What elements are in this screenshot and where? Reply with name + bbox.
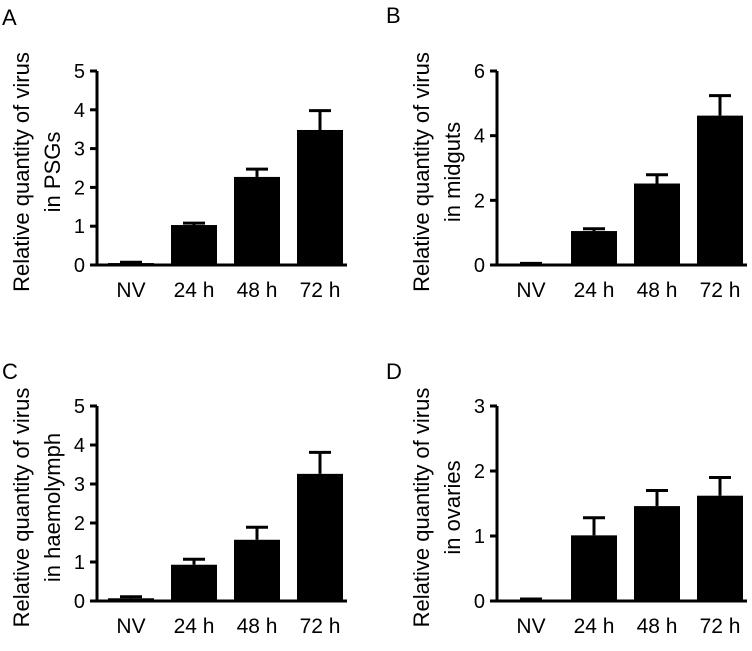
y-tick-label: 2 [74,513,85,535]
bar-72h [697,495,743,601]
x-category-label: NV [116,615,145,638]
x-category-label: 72 h [300,615,341,638]
y-tick-label: 3 [74,474,85,496]
x-category-label: 72 h [700,615,741,638]
bar-72h [297,473,343,601]
bar-72h [697,115,743,266]
panel-c: C Relative quantity of virus in haemolymph… [2,359,347,638]
panel-letter: D [386,359,402,384]
x-category-label: 48 h [237,615,278,638]
x-category-label: NV [516,279,545,302]
x-category-label: 72 h [300,279,341,302]
y-tick-label: 0 [474,255,485,277]
panel-a: A Relative quantity of virus in PSGs 0 1 2 3 4 5… [2,5,347,302]
panel-d: D Relative quantity of virus in ovaries 0 1 2… [386,359,747,638]
y-axis-label-line2: in PSGs [40,132,65,213]
y-tick-label: 0 [474,591,485,613]
y-tick-label: 0 [74,255,85,277]
x-category-label: 24 h [574,279,615,302]
panel-letter: C [2,359,18,384]
bar-24h [571,535,617,601]
x-category-label: 48 h [237,279,278,302]
y-axis-label-line2: in ovaries [440,460,465,554]
y-tick-label: 3 [474,396,485,418]
x-category-label: 48 h [637,279,678,302]
bar-48h [234,176,280,265]
y-tick-label: 4 [474,126,485,148]
y-axis-label-line1: Relative quantity of virus [9,388,34,628]
panel-letter: B [386,3,401,28]
bar-24h [171,564,217,601]
bar-48h [634,183,680,265]
y-tick-label: 5 [74,396,85,418]
y-tick-label: 4 [74,435,85,457]
y-tick-label: 2 [474,461,485,483]
y-tick-label: 6 [474,61,485,83]
bar-72h [297,129,343,265]
x-category-label: 72 h [700,279,741,302]
y-tick-label: 2 [474,190,485,212]
bar-48h [634,506,680,601]
x-category-label: NV [116,279,145,302]
x-category-label: 24 h [174,615,215,638]
y-tick-label: 1 [474,526,485,548]
y-tick-label: 2 [74,177,85,199]
y-tick-label: 1 [74,552,85,574]
y-tick-label: 1 [74,216,85,238]
y-tick-label: 5 [74,61,85,83]
x-category-label: 48 h [637,615,678,638]
panel-letter: A [2,5,17,30]
y-tick-label: 3 [74,139,85,161]
bar-24h [571,231,617,265]
y-tick-label: 4 [74,100,85,122]
x-category-label: 24 h [574,615,615,638]
bar-48h [234,539,280,601]
y-tick-label: 0 [74,591,85,613]
y-axis-label-line2: in haemolymph [40,433,65,582]
y-axis-label-line1: Relative quantity of virus [409,52,434,292]
x-category-label: NV [516,615,545,638]
y-axis-label-line2: in midguts [440,122,465,222]
bar-24h [171,225,217,265]
x-category-label: 24 h [174,279,215,302]
y-axis-label-line1: Relative quantity of virus [9,52,34,292]
y-axis-label-line1: Relative quantity of virus [409,388,434,628]
